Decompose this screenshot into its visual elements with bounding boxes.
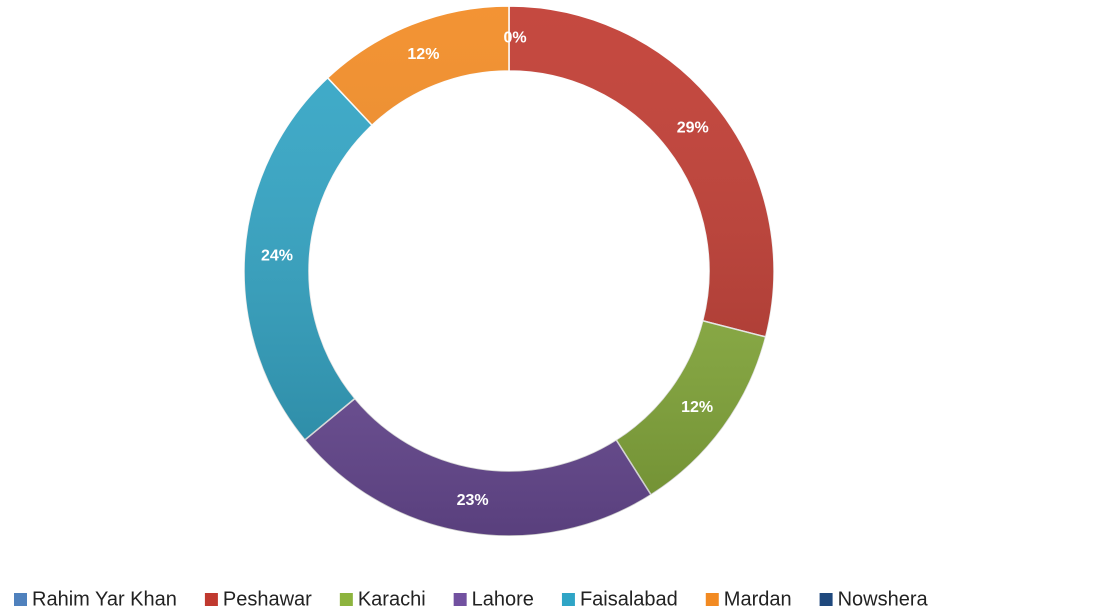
legend-swatch <box>339 593 353 606</box>
legend-swatch <box>204 593 218 606</box>
data-label: 23% <box>457 492 489 509</box>
legend-label: Rahim Yar Khan <box>32 588 177 610</box>
legend-swatch <box>819 593 833 606</box>
legend-swatch <box>561 593 575 606</box>
legend-label: Nowshera <box>838 588 929 610</box>
donut-slice <box>303 397 653 537</box>
donut-slice <box>326 5 510 127</box>
legend-label: Mardan <box>724 588 792 610</box>
data-label: 29% <box>677 120 709 137</box>
data-label: 12% <box>407 46 439 63</box>
legend-label: Lahore <box>472 588 534 610</box>
data-label: 24% <box>261 248 293 265</box>
legend-swatch <box>14 593 27 606</box>
data-label: 12% <box>681 399 713 416</box>
legend-label: Faisalabad <box>580 588 678 610</box>
legend-label: Karachi <box>358 588 426 610</box>
legend-label: Peshawar <box>223 588 312 610</box>
legend-swatch <box>705 593 719 606</box>
legend-swatch <box>453 593 467 606</box>
donut-slice <box>508 5 775 338</box>
data-label: 0% <box>503 30 526 47</box>
